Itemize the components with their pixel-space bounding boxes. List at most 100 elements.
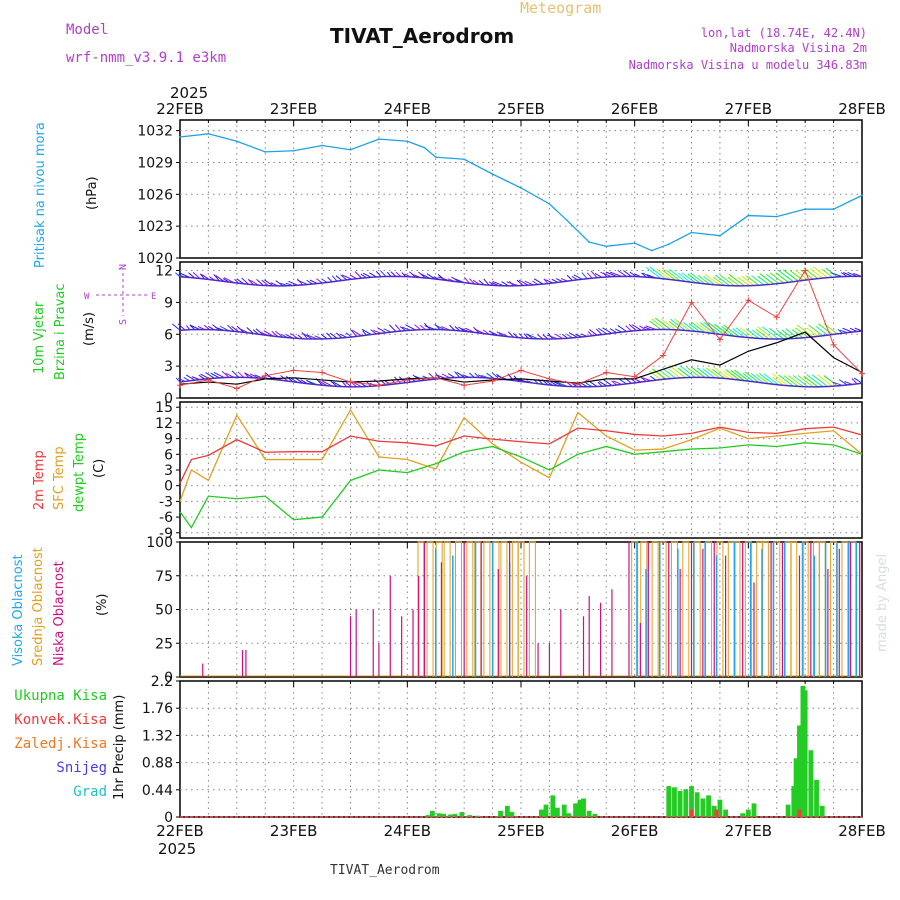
wind-barb bbox=[526, 333, 534, 340]
wind-gust-marker bbox=[233, 385, 240, 392]
precip-legend-item: Zaledj.Kisa bbox=[14, 736, 107, 752]
precip-bar bbox=[592, 813, 598, 817]
wind-barb bbox=[815, 325, 828, 336]
wind-barb bbox=[745, 328, 760, 339]
wind-barb bbox=[189, 324, 200, 330]
wind-barb bbox=[776, 329, 789, 340]
y-tick-label: 1020 bbox=[137, 251, 173, 267]
wind-barb bbox=[772, 376, 784, 386]
wind-barb bbox=[605, 271, 617, 277]
wind-barb bbox=[765, 273, 779, 284]
y-tick-label: 12 bbox=[155, 416, 173, 432]
y-tick-label: 6 bbox=[164, 447, 173, 463]
wind-barb bbox=[261, 279, 269, 287]
pressure-point bbox=[650, 249, 653, 252]
y-tick-label: 3 bbox=[164, 463, 173, 479]
wind-barb-row bbox=[179, 376, 863, 388]
mid-cloud-bar bbox=[426, 541, 434, 677]
wind-barb bbox=[518, 279, 529, 286]
wind-gust-marker bbox=[177, 382, 183, 389]
wind-barb bbox=[241, 277, 250, 285]
lonlat-label: lon,lat (18.74E, 42.4N) bbox=[701, 26, 867, 40]
y-tick-label: 0.88 bbox=[142, 756, 173, 772]
y-tick-label: 25 bbox=[155, 636, 173, 652]
wind-barb bbox=[390, 271, 397, 277]
pressure-point bbox=[321, 144, 323, 147]
precip-bar bbox=[448, 814, 453, 817]
mid-cloud-bar bbox=[483, 541, 491, 677]
wind-barb bbox=[708, 322, 725, 336]
wind-gust-marker bbox=[603, 369, 610, 376]
wind-barb bbox=[469, 278, 475, 285]
wind-barb bbox=[340, 274, 348, 281]
wind-barb bbox=[205, 372, 215, 379]
mid-cloud-bar bbox=[443, 541, 451, 677]
y-tick-label: 1.76 bbox=[142, 701, 173, 717]
mid-cloud-bar bbox=[454, 541, 462, 677]
wind-barb bbox=[456, 371, 465, 378]
pressure-point bbox=[292, 149, 295, 152]
precip-bar bbox=[751, 803, 757, 817]
altitude-label: Nadmorska Visina 2m bbox=[730, 41, 867, 55]
wind-barb bbox=[818, 323, 833, 335]
wind-barb bbox=[349, 274, 357, 280]
bottom-day-label: 25FEB bbox=[497, 822, 544, 840]
dewpoint-line bbox=[179, 442, 863, 529]
wind-barb bbox=[703, 275, 716, 286]
wind-barb bbox=[778, 374, 794, 387]
y-tick-label: 1032 bbox=[137, 124, 173, 140]
pressure-ylabel: Pritisak na nivou mora bbox=[33, 122, 48, 268]
wind-barb bbox=[483, 278, 490, 286]
y-tick-label: 1026 bbox=[137, 187, 173, 203]
pressure-point bbox=[775, 215, 778, 218]
wind-barb bbox=[631, 324, 642, 331]
wind-barb bbox=[566, 274, 573, 281]
wind-barb bbox=[757, 326, 774, 340]
wind-barb bbox=[759, 273, 774, 285]
y-tick-label: 1023 bbox=[137, 219, 173, 235]
wind-barb bbox=[851, 378, 858, 385]
credit-label: made by Angel bbox=[875, 554, 890, 652]
precip-bar bbox=[785, 804, 791, 817]
wind-barb bbox=[690, 321, 706, 333]
wind-barb bbox=[595, 328, 603, 335]
precip-bar bbox=[814, 779, 819, 817]
wind-gust-marker bbox=[404, 376, 411, 383]
wind-barb bbox=[227, 324, 235, 332]
wind-barb bbox=[751, 275, 765, 286]
wind-barb bbox=[264, 279, 274, 287]
temp-unit: (C) bbox=[92, 459, 107, 478]
top-day-label: 28FEB bbox=[838, 100, 885, 118]
wind-barb bbox=[668, 321, 681, 331]
wind-barb bbox=[682, 321, 696, 332]
precip-panel: 0 0.44 0.88 1.32 1.76 2.2 bbox=[142, 674, 863, 826]
precip-legend-item: Konvek.Kisa bbox=[14, 712, 107, 728]
wind-barb bbox=[702, 368, 716, 379]
y-tick-label: 15 bbox=[155, 400, 173, 416]
wind-barb bbox=[670, 318, 686, 331]
wind-barb bbox=[335, 332, 343, 339]
wind-barb bbox=[412, 374, 421, 382]
precip-bar bbox=[711, 805, 717, 817]
precip-legend-item: Ukupna Kisa bbox=[14, 688, 107, 704]
precip-bar bbox=[802, 690, 808, 817]
wind-barb bbox=[649, 320, 662, 330]
wind-barb bbox=[755, 373, 770, 385]
wind-barb bbox=[362, 330, 367, 336]
y-tick-label: 12 bbox=[155, 264, 173, 280]
wind-barb bbox=[350, 329, 358, 337]
wind-barb bbox=[669, 365, 686, 378]
precip-bar bbox=[425, 815, 431, 817]
wind-barb bbox=[210, 372, 220, 379]
wind-barb bbox=[796, 324, 814, 338]
wind-barb bbox=[185, 374, 195, 381]
model-altitude-label: Nadmorska Visina u modelu 346.83m bbox=[629, 58, 867, 72]
precip-bar bbox=[740, 813, 746, 817]
pressure-line bbox=[179, 133, 863, 252]
wind-barb bbox=[587, 331, 593, 337]
wind-barb bbox=[434, 324, 446, 331]
top-day-label: 26FEB bbox=[611, 100, 658, 118]
model-name: wrf-nmm_v3.9.1 e3km bbox=[66, 50, 226, 66]
wind-barb bbox=[697, 275, 711, 285]
